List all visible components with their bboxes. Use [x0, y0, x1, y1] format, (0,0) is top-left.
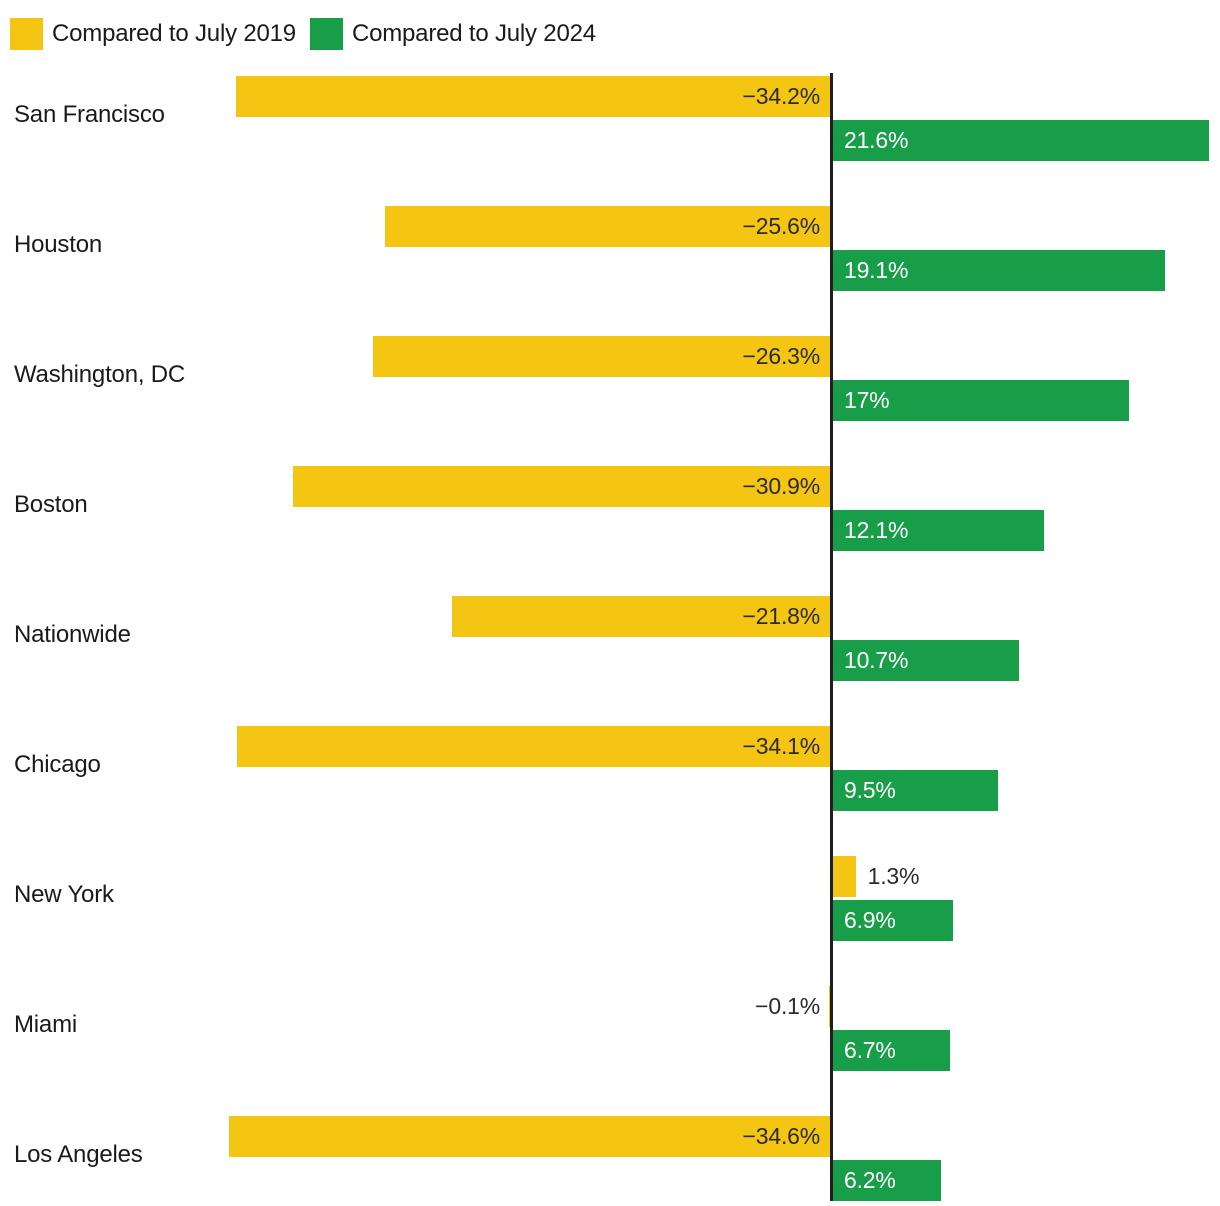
- bar-jul2024: [833, 380, 1129, 421]
- legend-label-jul2019: Compared to July 2019: [52, 20, 296, 47]
- legend-swatch-jul2024-icon: [309, 18, 343, 50]
- bar-jul2024: [833, 1160, 941, 1201]
- value-label-jul2019: 1.3%: [867, 863, 920, 889]
- bar-jul2024: [833, 250, 1166, 291]
- value-label-jul2024: 6.2%: [844, 1167, 896, 1193]
- value-label-jul2019: −21.8%: [742, 603, 821, 629]
- category-label: Los Angeles: [14, 1141, 143, 1168]
- bar-jul2024: [833, 1030, 950, 1071]
- category-label: Boston: [14, 491, 88, 518]
- bar-jul2019: [228, 1116, 831, 1157]
- category-label: Houston: [14, 231, 102, 258]
- bar-jul2019: [451, 596, 831, 637]
- bar-jul2019: [235, 76, 831, 117]
- legend-label-jul2024: Compared to July 2024: [351, 20, 596, 47]
- value-label-jul2019: −26.3%: [742, 343, 821, 369]
- category-label: New York: [14, 881, 114, 908]
- legend-item-jul2024: Compared to July 2024: [309, 18, 596, 50]
- bar-jul2019: [237, 726, 831, 767]
- bar-jul2024: [833, 120, 1209, 161]
- value-label-jul2019: −30.9%: [742, 473, 821, 499]
- legend: Compared to July 2019 Compared to July 2…: [10, 18, 610, 50]
- category-label: Chicago: [14, 751, 101, 778]
- bar-jul2019: [293, 466, 831, 507]
- bar-jul2019: [373, 336, 831, 377]
- bar-jul2019: [833, 856, 856, 897]
- value-label-jul2024: 9.5%: [844, 777, 896, 803]
- zero-axis-line: [830, 73, 833, 1201]
- bar-jul2024: [833, 640, 1020, 681]
- value-label-jul2024: 6.7%: [844, 1037, 896, 1063]
- value-label-jul2024: 12.1%: [844, 517, 909, 543]
- bar-jul2024: [833, 510, 1044, 551]
- value-label-jul2024: 6.9%: [844, 907, 896, 933]
- value-label-jul2019: −34.1%: [742, 733, 821, 759]
- value-label-jul2024: 17%: [844, 387, 890, 413]
- value-label-jul2019: −0.1%: [755, 993, 820, 1019]
- value-label-jul2019: −25.6%: [742, 213, 821, 239]
- value-label-jul2024: 21.6%: [844, 127, 909, 153]
- category-label: Washington, DC: [14, 361, 186, 388]
- category-label: San Francisco: [14, 101, 165, 128]
- value-label-jul2024: 10.7%: [844, 647, 909, 673]
- legend-item-jul2019: Compared to July 2019: [10, 18, 296, 50]
- legend-swatch-jul2019-icon: [10, 18, 43, 50]
- value-label-jul2019: −34.6%: [742, 1123, 821, 1149]
- category-label: Miami: [14, 1011, 77, 1038]
- category-label: Nationwide: [14, 621, 131, 648]
- bar-jul2019: [385, 206, 831, 247]
- bar-jul2024: [833, 770, 999, 811]
- value-label-jul2019: −34.2%: [742, 83, 821, 109]
- value-label-jul2024: 19.1%: [844, 257, 909, 283]
- bar-jul2024: [833, 900, 954, 941]
